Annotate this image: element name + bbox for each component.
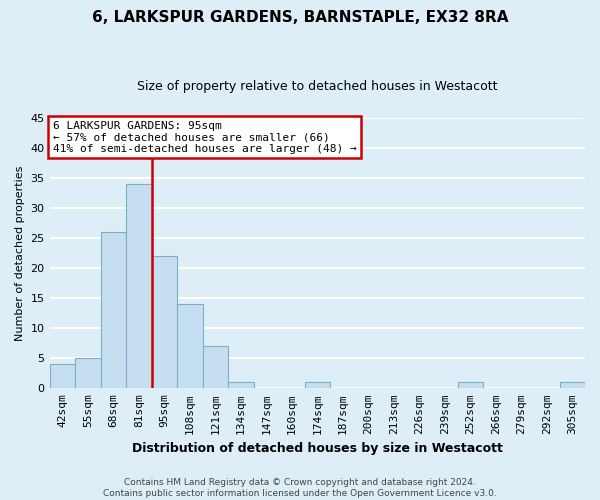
- Text: Contains HM Land Registry data © Crown copyright and database right 2024.
Contai: Contains HM Land Registry data © Crown c…: [103, 478, 497, 498]
- Bar: [560, 382, 585, 388]
- Bar: [177, 304, 203, 388]
- Y-axis label: Number of detached properties: Number of detached properties: [15, 166, 25, 340]
- Bar: [305, 382, 330, 388]
- Title: Size of property relative to detached houses in Westacott: Size of property relative to detached ho…: [137, 80, 497, 93]
- Text: 6 LARKSPUR GARDENS: 95sqm
← 57% of detached houses are smaller (66)
41% of semi-: 6 LARKSPUR GARDENS: 95sqm ← 57% of detac…: [53, 121, 356, 154]
- Bar: [126, 184, 152, 388]
- Bar: [203, 346, 228, 389]
- Bar: [75, 358, 101, 388]
- Bar: [50, 364, 75, 388]
- X-axis label: Distribution of detached houses by size in Westacott: Distribution of detached houses by size …: [132, 442, 503, 455]
- Bar: [458, 382, 483, 388]
- Text: 6, LARKSPUR GARDENS, BARNSTAPLE, EX32 8RA: 6, LARKSPUR GARDENS, BARNSTAPLE, EX32 8R…: [92, 10, 508, 25]
- Bar: [228, 382, 254, 388]
- Bar: [101, 232, 126, 388]
- Bar: [152, 256, 177, 388]
